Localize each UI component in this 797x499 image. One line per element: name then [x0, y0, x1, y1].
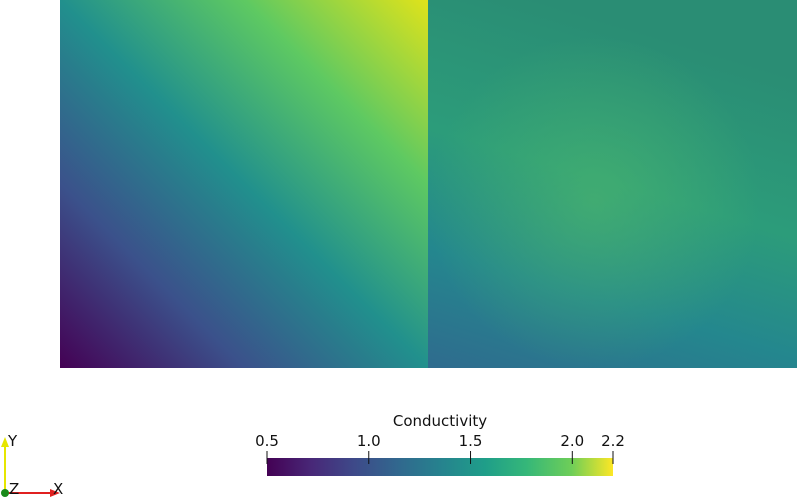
mesh-left [60, 0, 428, 368]
colorbar-tick-label: 0.5 [255, 432, 279, 450]
colorbar-tick-label: 2.0 [560, 432, 584, 450]
x-arrow-head [50, 489, 60, 497]
y-arrow-head [1, 437, 9, 447]
colorbar-tick-label: 1.0 [357, 432, 381, 450]
colorbar [267, 458, 613, 476]
z-axis-dot [1, 489, 9, 497]
z-axis-label: Z [9, 480, 19, 498]
colorbar-title: Conductivity [393, 412, 487, 430]
y-axis-label: Y [7, 432, 18, 450]
colorbar-ticks: 0.5 1.0 1.5 2.0 2.2 [255, 432, 625, 464]
x-axis-label: X [53, 480, 63, 498]
mesh-right-shade [428, 0, 797, 368]
axes-triad: Y X Z [1, 432, 63, 498]
colorbar-tick-label: 2.2 [601, 432, 625, 450]
colorbar-tick-label: 1.5 [459, 432, 483, 450]
